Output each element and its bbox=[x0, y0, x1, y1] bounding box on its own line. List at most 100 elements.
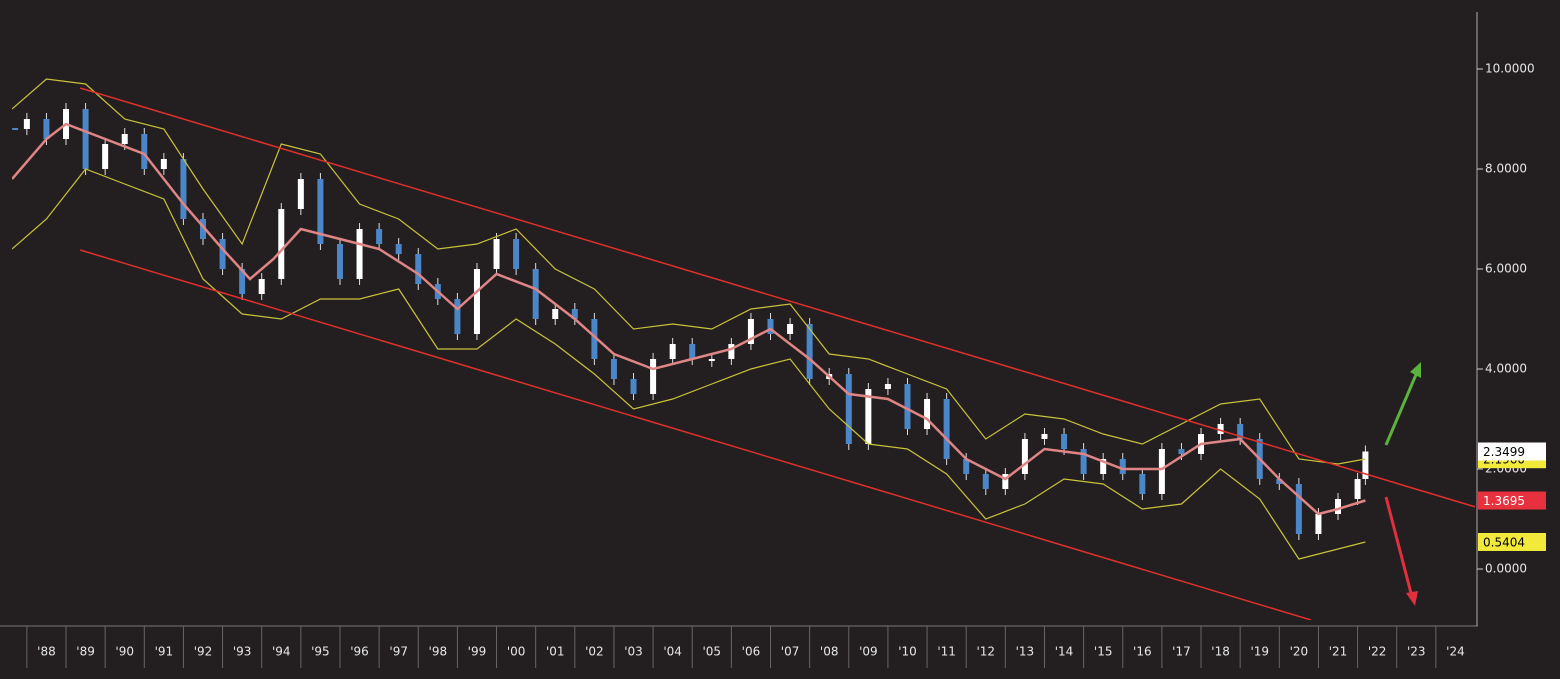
y-tick-label: 0.0000 bbox=[1485, 562, 1527, 576]
candle bbox=[591, 319, 598, 359]
candle bbox=[943, 399, 950, 459]
x-tick-label: '91 bbox=[155, 645, 174, 659]
x-tick-label: '13 bbox=[1016, 645, 1035, 659]
down-arrow bbox=[1384, 496, 1414, 598]
candle bbox=[532, 269, 539, 319]
series-line bbox=[79, 249, 1312, 620]
candle bbox=[1021, 439, 1028, 474]
candle bbox=[454, 299, 461, 334]
x-tick-label: '12 bbox=[976, 645, 995, 659]
price-tag bbox=[1478, 442, 1546, 461]
candle bbox=[610, 359, 617, 379]
x-tick-label: '94 bbox=[272, 645, 291, 659]
x-tick-label: '05 bbox=[703, 645, 722, 659]
price-tag-label: 1.3695 bbox=[1483, 494, 1525, 508]
candle bbox=[1158, 449, 1165, 494]
candle bbox=[141, 134, 148, 169]
x-tick-label: '92 bbox=[194, 645, 213, 659]
candle bbox=[12, 128, 19, 130]
candle bbox=[884, 384, 891, 389]
candle bbox=[1335, 499, 1342, 514]
candle bbox=[1080, 449, 1087, 474]
x-tick-label: '09 bbox=[859, 645, 878, 659]
x-tick-label: '02 bbox=[585, 645, 604, 659]
candle bbox=[767, 319, 774, 334]
x-tick-label: '97 bbox=[389, 645, 408, 659]
candle bbox=[219, 239, 226, 269]
candle bbox=[1315, 514, 1322, 534]
x-tick-label: '14 bbox=[1055, 645, 1074, 659]
x-tick-label: '99 bbox=[468, 645, 487, 659]
candle bbox=[1061, 434, 1068, 449]
candle bbox=[865, 389, 872, 444]
candle bbox=[924, 399, 931, 429]
x-tick-label: '00 bbox=[507, 645, 526, 659]
candle bbox=[43, 119, 50, 139]
candle bbox=[415, 254, 422, 284]
candle bbox=[160, 159, 167, 169]
candle bbox=[1237, 424, 1244, 439]
x-tick-label: '24 bbox=[1446, 645, 1465, 659]
candle bbox=[689, 344, 696, 359]
x-tick-label: '21 bbox=[1329, 645, 1348, 659]
up-arrow bbox=[1384, 369, 1420, 446]
candle bbox=[317, 179, 324, 244]
candle bbox=[1178, 449, 1185, 454]
x-tick-label: '23 bbox=[1407, 645, 1426, 659]
x-tick-label: '93 bbox=[233, 645, 252, 659]
candle bbox=[1217, 424, 1224, 434]
price-tag bbox=[1478, 491, 1546, 510]
x-tick-label: '03 bbox=[624, 645, 643, 659]
candle bbox=[904, 384, 911, 429]
candle bbox=[845, 374, 852, 444]
x-tick-label: '19 bbox=[1250, 645, 1269, 659]
x-tick-label: '88 bbox=[37, 645, 56, 659]
candle bbox=[513, 239, 520, 269]
x-tick-label: '07 bbox=[781, 645, 800, 659]
candle bbox=[1139, 474, 1146, 494]
series-line bbox=[12, 168, 1366, 560]
up-arrow-head bbox=[1410, 362, 1421, 378]
candle bbox=[1002, 474, 1009, 489]
candle bbox=[1354, 479, 1361, 499]
x-tick-label: '16 bbox=[1133, 645, 1152, 659]
candle bbox=[199, 219, 206, 239]
y-tick-label: 10.0000 bbox=[1485, 62, 1535, 76]
y-tick-label: 4.0000 bbox=[1485, 362, 1527, 376]
candle bbox=[297, 179, 304, 209]
candle bbox=[552, 309, 559, 319]
candle bbox=[1276, 479, 1283, 484]
x-tick-label: '10 bbox=[898, 645, 917, 659]
candle bbox=[493, 239, 500, 269]
x-tick-label: '17 bbox=[1172, 645, 1191, 659]
candle bbox=[121, 134, 128, 144]
x-tick-label: '18 bbox=[1211, 645, 1230, 659]
candle bbox=[650, 359, 657, 394]
candle bbox=[376, 229, 383, 244]
down-arrow-head bbox=[1406, 591, 1418, 606]
price-tag bbox=[1478, 532, 1546, 551]
series-line bbox=[12, 78, 1366, 465]
y-tick-label: 6.0000 bbox=[1485, 262, 1527, 276]
candle bbox=[806, 324, 813, 379]
candle bbox=[708, 359, 715, 361]
x-tick-label: '04 bbox=[663, 645, 682, 659]
candle bbox=[180, 159, 187, 219]
series-line bbox=[12, 122, 1366, 516]
candle bbox=[278, 209, 285, 279]
y-tick-label: 8.0000 bbox=[1485, 162, 1527, 176]
candle bbox=[258, 279, 265, 294]
x-tick-label: '90 bbox=[115, 645, 134, 659]
candle bbox=[356, 229, 363, 279]
candle bbox=[669, 344, 676, 359]
candle bbox=[1119, 459, 1126, 474]
candle bbox=[1295, 484, 1302, 534]
x-tick-label: '98 bbox=[429, 645, 448, 659]
x-tick-label: '95 bbox=[311, 645, 330, 659]
candle bbox=[395, 244, 402, 254]
candle bbox=[728, 344, 735, 359]
candle bbox=[1362, 451, 1369, 479]
series-line bbox=[79, 87, 1475, 508]
candle bbox=[1041, 434, 1048, 439]
